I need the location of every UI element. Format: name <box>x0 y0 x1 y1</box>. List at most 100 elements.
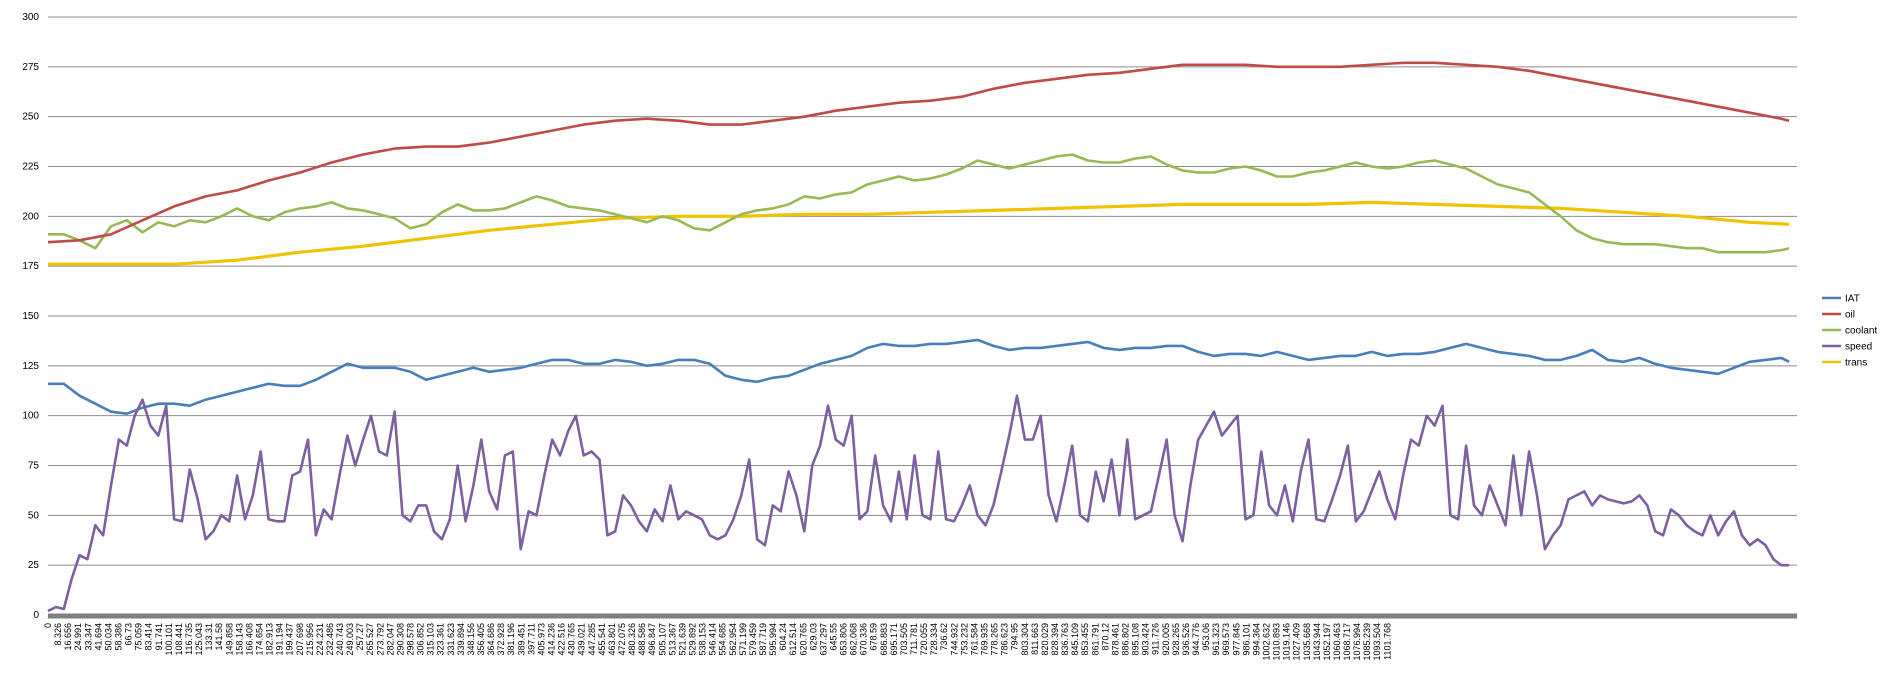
x-tick-label: 886.802 <box>1120 623 1130 656</box>
x-tick-label: 994.364 <box>1251 623 1261 656</box>
x-tick-label: 439.021 <box>577 623 587 656</box>
x-tick-label: 83.414 <box>144 623 154 651</box>
y-tick-label: 225 <box>22 162 39 173</box>
x-tick-label: 488.586 <box>637 623 647 656</box>
x-tick-label: 1052.197 <box>1322 623 1332 661</box>
x-tick-label: 895.108 <box>1131 623 1141 656</box>
series-line-speed <box>47 394 1790 613</box>
x-tick-label: 828.394 <box>1050 623 1060 656</box>
x-tick-label: 579.459 <box>748 623 758 656</box>
x-tick-label: 397.711 <box>526 623 536 655</box>
x-tick-label: 58.386 <box>113 623 123 651</box>
x-tick-label: 1068.717 <box>1342 623 1352 661</box>
x-tick-label: 372.928 <box>496 623 506 656</box>
legend: IAT oil coolant speed trans <box>1822 294 1877 369</box>
series-line-oil <box>47 61 1790 244</box>
x-tick-label: 108.441 <box>174 623 184 656</box>
y-tick-label: 175 <box>22 261 39 272</box>
x-tick-label: 911.726 <box>1151 623 1161 655</box>
x-tick-label: 133.31 <box>204 623 214 651</box>
x-tick-label: 331.623 <box>446 623 456 656</box>
x-tick-label: 273.792 <box>375 623 385 656</box>
x-tick-label: 125.043 <box>194 623 204 656</box>
x-tick-label: 936.526 <box>1181 623 1191 656</box>
y-tick-label: 25 <box>28 560 40 571</box>
x-tick-label: 538.153 <box>698 623 708 656</box>
x-tick-label: 820.029 <box>1040 623 1050 656</box>
gridlines <box>48 16 1797 616</box>
x-tick-label: 463.801 <box>607 623 617 656</box>
legend-label-iat: IAT <box>1845 294 1860 305</box>
x-tick-label: 728.334 <box>929 623 939 656</box>
x-tick-label: 587.719 <box>758 623 768 656</box>
x-tick-label: 546.414 <box>708 623 718 656</box>
x-tick-label: 141.58 <box>214 623 224 651</box>
x-tick-label: 1035.668 <box>1302 623 1312 661</box>
x-tick-label: 903.424 <box>1141 623 1151 656</box>
x-tick-label: 50.034 <box>103 623 113 651</box>
x-tick-label: 158.143 <box>234 623 244 656</box>
x-tick-label: 794.95 <box>1010 623 1020 651</box>
x-tick-label: 100.101 <box>164 623 174 656</box>
x-tick-label: 836.763 <box>1060 623 1070 656</box>
x-tick-label: 969.573 <box>1221 623 1231 656</box>
x-tick-label: 348.156 <box>466 623 476 656</box>
x-tick-label: 66.73 <box>124 623 134 646</box>
y-tick-label: 0 <box>33 610 39 621</box>
x-tick-label: 405.973 <box>536 623 546 656</box>
x-tick-label: 505.107 <box>657 623 667 656</box>
x-tick-label: 232.486 <box>325 623 335 656</box>
x-tick-label: 91.741 <box>154 623 164 651</box>
y-tick-label: 200 <box>22 211 39 222</box>
x-tick-label: 803.304 <box>1020 623 1030 656</box>
x-tick-label: 811.663 <box>1030 623 1040 655</box>
x-tick-label: 298.578 <box>406 623 416 656</box>
x-tick-label: 629.03 <box>808 623 818 651</box>
x-tick-label: 224.231 <box>315 623 325 656</box>
x-tick-label: 1085.239 <box>1362 623 1372 661</box>
x-tick-label: 1093.504 <box>1372 623 1382 661</box>
x-tick-label: 422.516 <box>557 623 567 656</box>
x-tick-label: 174.654 <box>254 623 264 656</box>
x-tick-label: 686.883 <box>879 623 889 656</box>
legend-label-speed: speed <box>1845 342 1872 353</box>
x-tick-label: 207.698 <box>295 623 305 656</box>
x-tick-label: 496.847 <box>647 623 657 656</box>
x-axis-tick-labels: 0 8.326 16.656 24.991 33.347 41.694 50.034 58.3… <box>43 623 1392 661</box>
x-tick-label: 315.103 <box>426 623 436 656</box>
y-tick-label: 125 <box>22 361 39 372</box>
x-tick-label: 249.003 <box>345 623 355 656</box>
y-tick-label: 75 <box>28 461 40 472</box>
series-line-trans <box>48 200 1790 266</box>
x-tick-label: 339.894 <box>456 623 466 656</box>
x-tick-label: 554.685 <box>718 623 728 656</box>
x-tick-label: 1076.994 <box>1352 623 1362 661</box>
x-tick-label: 529.892 <box>687 623 697 656</box>
x-tick-label: 870.12 <box>1100 623 1110 651</box>
series-line-iat <box>48 338 1790 416</box>
x-tick-label: 678.59 <box>869 623 879 651</box>
x-tick-label: 845.109 <box>1070 623 1080 656</box>
x-tick-label: 191.194 <box>275 623 285 656</box>
x-tick-label: 265.527 <box>365 623 375 656</box>
x-tick-label: 16.656 <box>63 623 73 651</box>
x-tick-label: 166.408 <box>244 623 254 656</box>
x-tick-label: 637.297 <box>818 623 828 656</box>
x-tick-label: 769.935 <box>980 623 990 656</box>
x-tick-label: 513.367 <box>667 623 677 656</box>
x-tick-label: 290.308 <box>395 623 405 656</box>
x-tick-label: 356.405 <box>476 623 486 656</box>
x-tick-label: 33.347 <box>83 623 93 651</box>
x-tick-label: 116.735 <box>184 623 194 655</box>
x-tick-label: 670.336 <box>859 623 869 656</box>
x-tick-label: 323.361 <box>436 623 446 656</box>
x-tick-label: 364.686 <box>486 623 496 656</box>
x-tick-label: 381.196 <box>506 623 516 656</box>
x-tick-label: 215.956 <box>305 623 315 656</box>
x-tick-label: 199.437 <box>285 623 295 656</box>
x-tick-label: 711.781 <box>909 623 919 655</box>
x-tick-label: 653.806 <box>839 623 849 656</box>
y-tick-label: 100 <box>22 411 39 422</box>
legend-label-trans: trans <box>1845 358 1867 369</box>
x-tick-label: 853.455 <box>1080 623 1090 656</box>
